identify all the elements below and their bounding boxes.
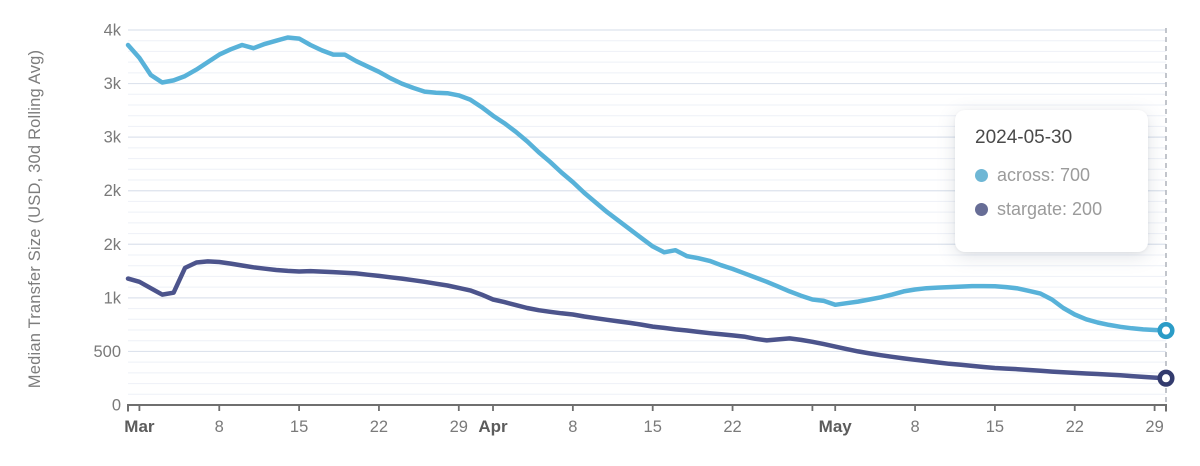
y-axis-labels: 0 500 1k 2k 2k 3k 3k 4k [93, 22, 121, 415]
y-tick-label: 0 [112, 397, 121, 415]
x-tick-label: 15 [290, 418, 308, 436]
across-series-dot [975, 169, 988, 182]
tooltip-stargate-text: stargate: 200 [997, 199, 1103, 219]
y-tick-label: 1k [104, 289, 122, 307]
x-tick-label-month: Apr [478, 417, 508, 436]
x-tick-label: 22 [370, 418, 388, 436]
y-tick-label: 2k [104, 182, 122, 200]
x-tick-label: 15 [986, 418, 1004, 436]
x-axis: Mar 8 15 22 29 Apr 8 15 22 May 8 15 22 29 [124, 404, 1167, 436]
stargate-end-marker [1157, 369, 1175, 387]
x-tick-label: 8 [568, 418, 577, 436]
x-tick-label: 15 [644, 418, 662, 436]
x-tick-label: 22 [723, 418, 741, 436]
y-tick-label: 4k [104, 22, 122, 40]
x-tick-label: 29 [1145, 418, 1163, 436]
stargate-line [125, 259, 1169, 381]
across-end-marker [1157, 321, 1175, 340]
y-tick-label: 3k [104, 75, 122, 93]
x-tick-label: 29 [450, 418, 468, 436]
tooltip-across-text: across: 700 [997, 165, 1091, 185]
hover-tooltip: 2024-05-30 across: 700 stargate: 200 [955, 110, 1148, 252]
x-tick-label-month: May [819, 417, 853, 436]
x-axis-line [127, 404, 1167, 412]
across-line [125, 35, 1169, 333]
x-tick-label: 8 [215, 418, 224, 436]
y-axis-title: Median Transfer Size (USD, 30d Rolling A… [26, 49, 44, 389]
x-tick-label: 22 [1066, 418, 1084, 436]
stargate-series-dot [975, 203, 988, 216]
y-tick-label: 500 [93, 343, 121, 361]
tooltip-row-stargate: stargate: 200 [975, 192, 1128, 226]
tooltip-date: 2024-05-30 [975, 127, 1073, 148]
x-tick-label-month: Mar [124, 417, 155, 436]
y-tick-label: 2k [104, 236, 122, 254]
y-tick-label: 3k [104, 129, 122, 147]
x-tick-label: 8 [910, 418, 919, 436]
tooltip-row-across: across: 700 [975, 158, 1128, 192]
